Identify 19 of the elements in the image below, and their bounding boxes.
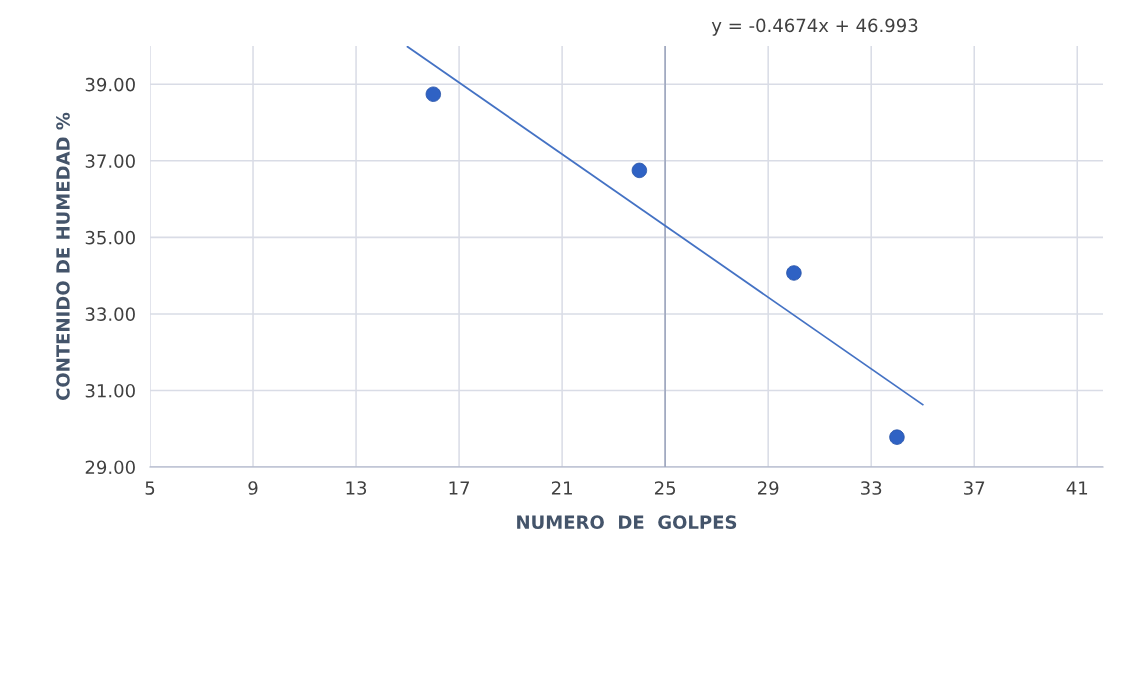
y-tick-label: 35.00 — [85, 230, 135, 245]
x-tick-label: 9 — [248, 481, 258, 495]
y-tick-label: 31.00 — [85, 383, 135, 398]
x-tick-label: 21 — [551, 481, 572, 495]
x-tick-label: 13 — [346, 481, 367, 495]
y-axis-title: CONTENIDO DE HUMEDAD % — [56, 112, 70, 401]
x-tick-label: 29 — [758, 481, 779, 495]
x-tick-label: 5 — [145, 481, 155, 495]
x-tick-label: 33 — [861, 481, 882, 495]
x-tick-label: 17 — [449, 481, 470, 495]
y-tick-label: 29.00 — [85, 460, 135, 475]
x-tick-label: 37 — [964, 481, 985, 495]
x-axis-title: NUMERO DE GOLPES — [517, 515, 737, 530]
y-tick-label: 37.00 — [85, 154, 135, 168]
y-tick-label: 39.00 — [85, 77, 135, 92]
text: y = -0.4674x + 46.993 — [711, 18, 918, 36]
y-tick-label: 33.00 — [85, 307, 135, 322]
x-tick-label: 25 — [654, 481, 676, 495]
x-tick-label: 41 — [1066, 481, 1088, 495]
